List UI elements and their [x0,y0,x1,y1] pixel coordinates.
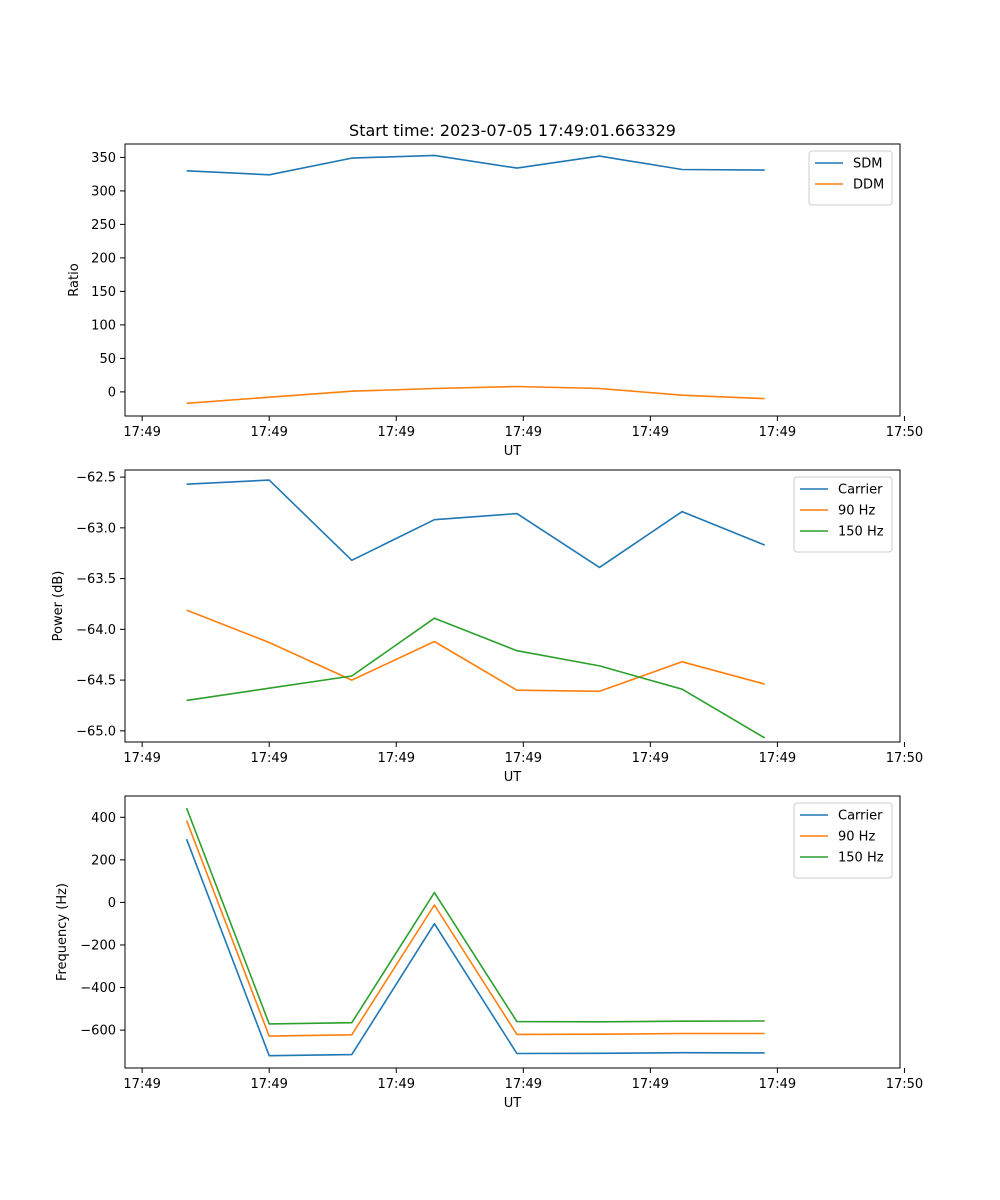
x-tick-label: 17:50 [886,425,923,440]
x-tick-label: 17:49 [123,751,160,766]
y-axis-label: Power (dB) [51,571,66,642]
x-tick-label: 17:49 [378,751,415,766]
legend: Carrier 90 Hz 150 Hz [793,802,893,879]
x-tick-label: 17:50 [886,1077,923,1092]
x-tick-label: 17:49 [250,751,287,766]
chart-title: Start time: 2023-07-05 17:49:01.663329 [349,121,676,140]
x-tick-label: 17:49 [378,425,415,440]
y-tick-label: −64.0 [76,623,116,638]
legend-label: 90 Hz [838,830,875,845]
x-tick-label: 17:49 [250,425,287,440]
x-tick-label: 17:49 [123,1077,160,1092]
y-axis-label: Ratio [67,263,82,296]
x-tick-label: 17:49 [505,425,542,440]
plot-frame [124,795,901,1069]
y-tick-label: −65.0 [76,724,116,739]
y-tick-label: 0 [108,896,116,911]
legend-label: 150 Hz [838,525,884,540]
x-tick-label: 17:49 [250,1077,287,1092]
y-tick-label: −62.5 [76,471,116,486]
x-tick-label: 17:50 [886,751,923,766]
y-tick-label: −600 [80,1024,116,1039]
legend-label: Carrier [838,809,883,824]
legend: Carrier 90 Hz 150 Hz [793,476,893,553]
chart-panel-2: 17:49 17:49 17:49 17:49 17:49 17:49 17:50 −62.5… [51,469,923,785]
y-axis-label: Frequency (Hz) [55,883,70,981]
y-tick-label: 0 [108,385,116,400]
legend-label: 90 Hz [838,504,875,519]
y-tick-label: 350 [91,151,116,166]
legend-label: SDM [853,157,882,172]
series-line-150-hz [186,617,766,739]
legend-label: DDM [853,178,884,193]
series-line-ddm [186,385,765,405]
y-tick-label: 200 [91,853,116,868]
legend-label: 150 Hz [838,851,884,866]
chart-panel-3: 17:49 17:49 17:49 17:49 17:49 17:49 17:50 400 20… [55,795,923,1111]
x-tick-label: 17:49 [759,1077,796,1092]
y-tick-label: −200 [80,938,116,953]
y-tick-label: −63.0 [76,521,116,536]
series-line-90-hz [186,609,765,693]
legend-box [793,476,893,553]
plot-frame [124,143,901,417]
y-tick-label: −400 [80,981,116,996]
series-line-90-hz [185,820,765,1037]
y-tick-label: 50 [99,352,116,367]
y-tick-label: −63.5 [76,572,116,587]
x-tick-label: 17:49 [759,751,796,766]
series-line-sdm [186,154,765,176]
legend-box [793,802,893,879]
y-tick-label: 400 [91,811,116,826]
x-tick-label: 17:49 [632,1077,669,1092]
plot-frame [124,469,901,743]
x-tick-label: 17:49 [759,425,796,440]
x-tick-label: 17:49 [505,751,542,766]
y-tick-label: 250 [91,218,116,233]
x-axis-label: UT [504,1096,522,1111]
x-tick-label: 17:49 [378,1077,415,1092]
y-tick-label: 100 [91,318,116,333]
x-tick-label: 17:49 [632,751,669,766]
chart-panel-1: Start time: 2023-07-05 17:49:01.663329 17… [67,121,923,459]
legend-label: Carrier [838,483,883,498]
series-line-carrier [185,838,765,1057]
series-line-150-hz [185,807,765,1025]
x-tick-label: 17:49 [505,1077,542,1092]
y-tick-label: 150 [91,285,116,300]
x-tick-label: 17:49 [632,425,669,440]
x-axis-label: UT [504,770,522,785]
legend-box [808,150,893,206]
legend: SDM DDM [808,150,893,206]
y-tick-label: −64.5 [76,674,116,689]
series-line-carrier [186,479,766,569]
y-tick-label: 300 [91,184,116,199]
x-axis-label: UT [504,444,522,459]
y-tick-label: 200 [91,251,116,266]
x-tick-label: 17:49 [123,425,160,440]
